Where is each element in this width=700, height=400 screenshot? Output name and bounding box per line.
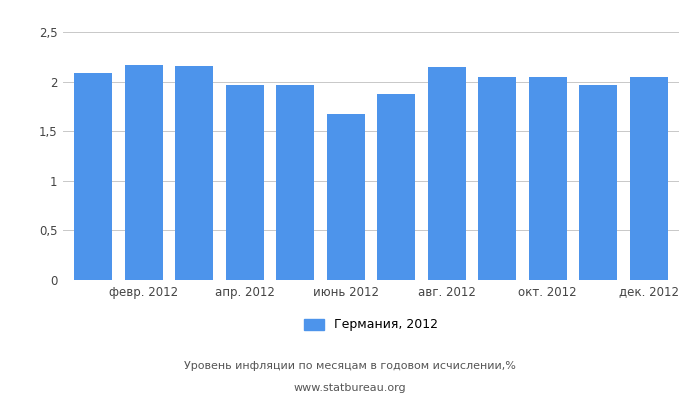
Bar xyxy=(478,77,516,280)
Bar xyxy=(377,94,415,280)
Bar xyxy=(226,84,264,280)
Bar xyxy=(125,65,162,280)
Legend: Германия, 2012: Германия, 2012 xyxy=(304,318,438,332)
Bar xyxy=(276,84,314,280)
Bar xyxy=(630,77,668,280)
Text: www.statbureau.org: www.statbureau.org xyxy=(294,383,406,393)
Bar xyxy=(428,67,466,280)
Bar xyxy=(175,66,214,280)
Bar xyxy=(528,77,567,280)
Text: Уровень инфляции по месяцам в годовом исчислении,%: Уровень инфляции по месяцам в годовом ис… xyxy=(184,361,516,371)
Bar xyxy=(74,73,112,280)
Bar xyxy=(327,114,365,280)
Bar xyxy=(580,84,617,280)
